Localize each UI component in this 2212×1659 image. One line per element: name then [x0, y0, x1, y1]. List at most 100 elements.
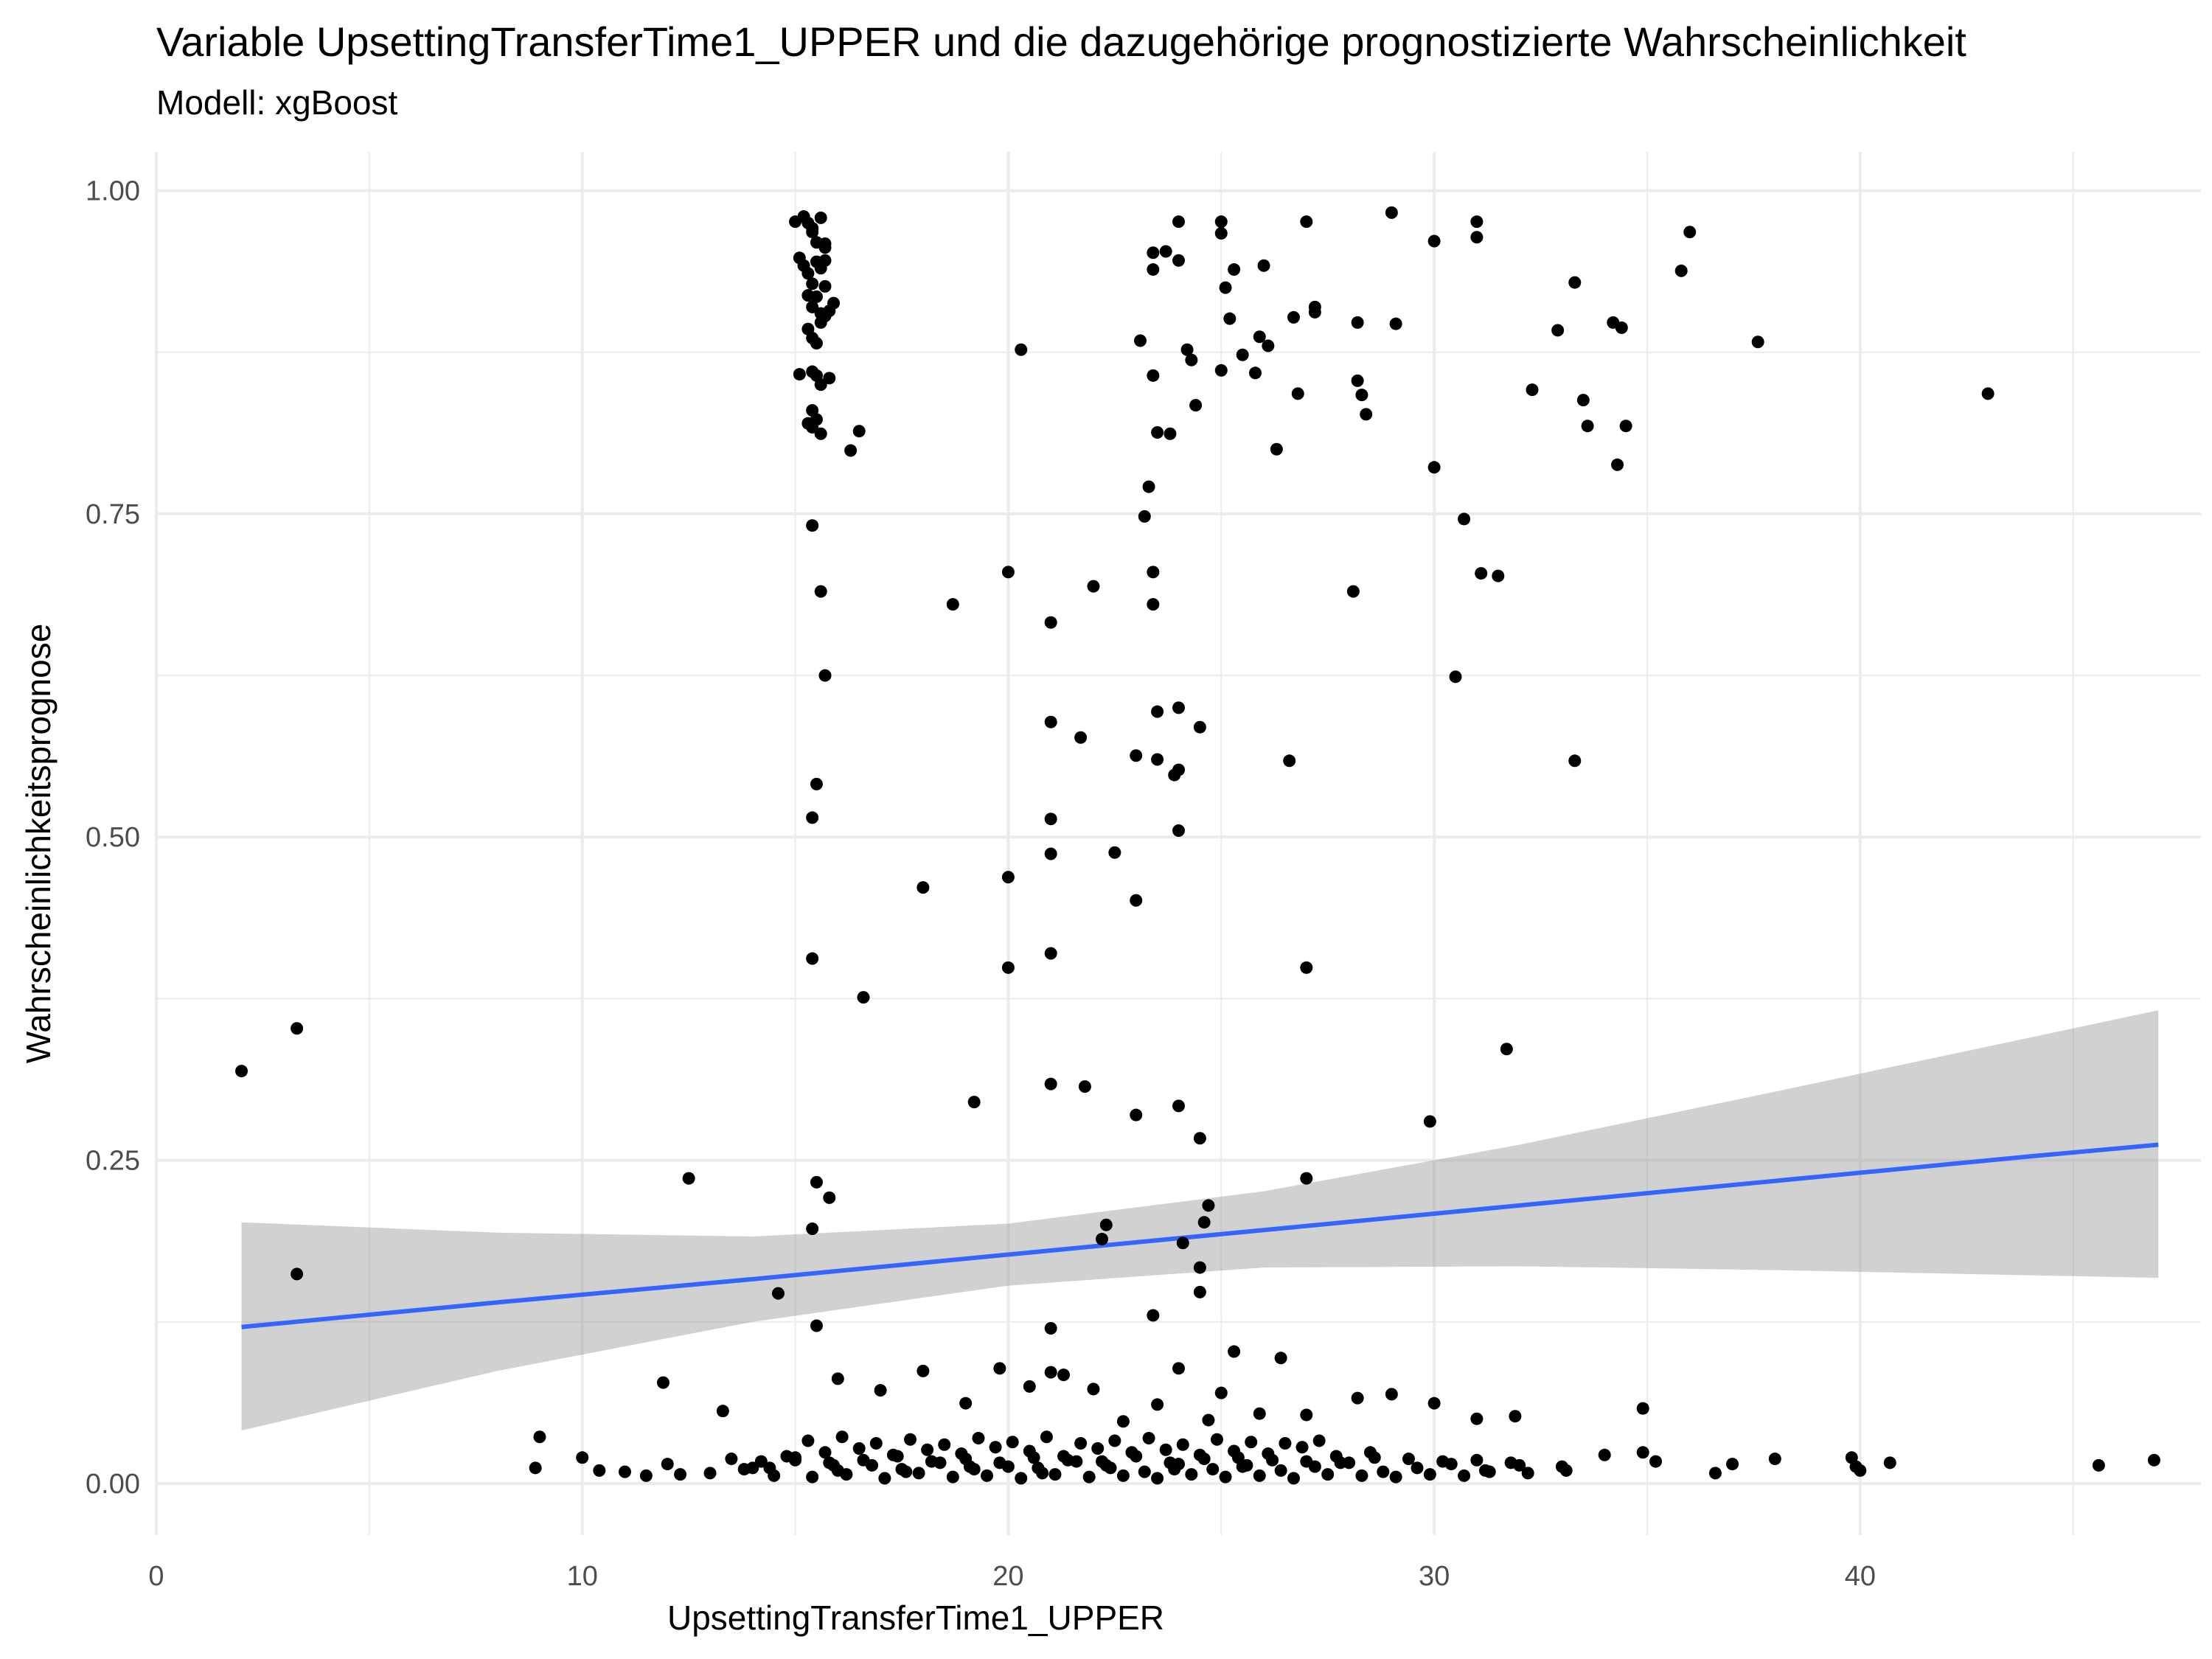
data-point [1214, 1386, 1228, 1399]
data-point [840, 1468, 853, 1481]
data-point [1355, 1469, 1368, 1482]
data-point [1295, 1441, 1309, 1454]
data-point [1048, 1468, 1062, 1481]
data-point [593, 1464, 606, 1477]
data-point [1291, 387, 1304, 400]
y-tick-label: 0.50 [86, 822, 140, 853]
data-point [1044, 847, 1057, 860]
data-point [1096, 1233, 1109, 1246]
data-point [1044, 616, 1057, 629]
data-point [1334, 1456, 1347, 1470]
x-axis-title: UpsettingTransferTime1_UPPER [667, 1599, 1164, 1637]
data-point [1475, 567, 1488, 580]
data-point [806, 811, 819, 824]
data-point [1649, 1455, 1663, 1468]
data-point [1257, 259, 1270, 272]
data-point [1300, 1408, 1313, 1422]
data-point [1300, 215, 1313, 229]
data-point [1202, 1413, 1215, 1427]
data-point [946, 1470, 959, 1484]
x-tick-label: 40 [1845, 1561, 1876, 1592]
data-point [1245, 1436, 1258, 1449]
data-point [1044, 1321, 1057, 1335]
data-point [1312, 1434, 1326, 1447]
data-point [1559, 1464, 1573, 1477]
data-point [1172, 1362, 1185, 1375]
data-point [1189, 399, 1203, 412]
data-point [1427, 234, 1441, 248]
data-point [1768, 1453, 1781, 1466]
data-point [874, 1384, 887, 1397]
data-point [1099, 1458, 1113, 1472]
data-point [912, 1467, 925, 1480]
data-point [1228, 263, 1241, 276]
data-point [1001, 961, 1015, 974]
data-point [810, 1175, 823, 1189]
data-point [1551, 324, 1565, 337]
data-point [1044, 1077, 1057, 1091]
data-point [1147, 1309, 1160, 1322]
data-point [1151, 753, 1164, 766]
data-point [827, 296, 841, 310]
data-point [1219, 1470, 1232, 1484]
data-point [1423, 1468, 1436, 1481]
chart-subtitle: Modell: xgBoost [156, 83, 398, 122]
data-point [818, 1446, 832, 1459]
data-point [967, 1096, 981, 1109]
data-point [818, 669, 832, 682]
data-point [963, 1460, 976, 1473]
data-point [1001, 871, 1015, 884]
data-point [1346, 585, 1360, 598]
data-point [1057, 1368, 1071, 1382]
chart-title: Variable UpsettingTransferTime1_UPPER un… [156, 18, 1966, 65]
data-point [1236, 1460, 1249, 1473]
data-point [1027, 1451, 1040, 1464]
data-point [1385, 1388, 1398, 1401]
data-point [1023, 1380, 1036, 1393]
data-point [1061, 1453, 1074, 1467]
data-point [1751, 335, 1764, 349]
data-point [1001, 566, 1015, 579]
data-point [1147, 369, 1160, 382]
data-point [1385, 206, 1398, 219]
data-point [529, 1461, 542, 1475]
data-point [1197, 1453, 1211, 1466]
data-point [844, 444, 858, 457]
data-point [1300, 1172, 1313, 1185]
data-point [1142, 1432, 1155, 1445]
data-point [754, 1455, 768, 1468]
data-point [1147, 263, 1160, 276]
data-point [1449, 670, 1462, 684]
data-point [1074, 1437, 1088, 1450]
data-point [1287, 310, 1300, 324]
data-point [1159, 1443, 1172, 1456]
data-point [810, 290, 823, 303]
data-point [763, 1461, 776, 1475]
data-point [576, 1451, 589, 1464]
data-point [1197, 1216, 1211, 1229]
data-point [1708, 1467, 1722, 1480]
data-point [1130, 1450, 1143, 1463]
data-point [814, 585, 827, 598]
data-point [1266, 1453, 1279, 1467]
data-point [818, 241, 832, 254]
data-point [1130, 894, 1143, 907]
data-point [1351, 374, 1364, 387]
data-point [1164, 427, 1177, 440]
data-point [1581, 420, 1594, 433]
axis-ticks: 0 10 20 30 40 0.00 0.25 0.50 0.75 1.00 [86, 176, 1876, 1592]
data-point [1044, 715, 1057, 728]
data-point [1044, 1366, 1057, 1379]
data-point [1427, 461, 1441, 474]
y-tick-label: 0.75 [86, 499, 140, 530]
x-tick-label: 10 [567, 1561, 598, 1592]
data-point [1500, 1043, 1513, 1056]
data-point [1151, 1398, 1164, 1411]
data-point [823, 372, 836, 385]
data-point [1248, 366, 1262, 380]
data-point [1568, 276, 1582, 289]
data-point [806, 1222, 819, 1235]
data-point [917, 881, 930, 894]
data-point [1130, 749, 1143, 762]
